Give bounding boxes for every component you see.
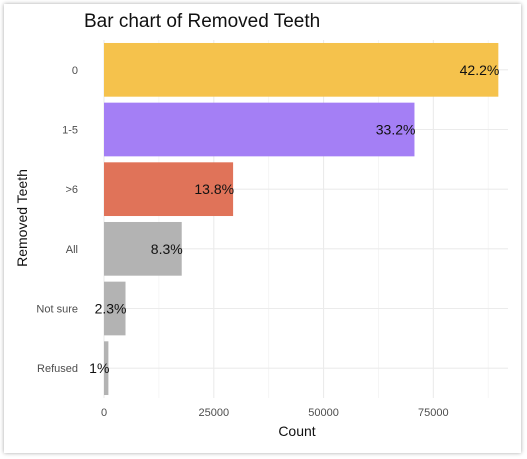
chart-title: Bar chart of Removed Teeth	[84, 11, 320, 32]
x-tick-label: 25000	[198, 407, 229, 419]
x-tick-label: 75000	[418, 407, 449, 419]
bar-data-label: 13.8%	[194, 181, 234, 197]
bar	[104, 221, 182, 276]
category-tick-label: 1-5	[62, 125, 78, 137]
bar	[104, 341, 109, 396]
bar	[104, 42, 499, 97]
category-tick-label: Refused	[37, 363, 78, 375]
category-tick-label: Not sure	[36, 304, 78, 316]
category-tick-label: >6	[65, 184, 78, 196]
y-axis-title: Removed Teeth	[14, 169, 30, 267]
bar-data-label: 8.3%	[151, 241, 183, 257]
category-tick-label: 0	[72, 65, 78, 77]
bar	[104, 102, 415, 157]
x-tick-labels: 0 25000 50000 75000	[101, 407, 449, 419]
x-tick-label: 50000	[308, 407, 339, 419]
bar	[104, 281, 126, 336]
x-axis-title: Count	[278, 423, 315, 439]
bar	[104, 162, 234, 217]
bar-data-label: 33.2%	[376, 122, 416, 138]
bar-data-labels: 42.2% 33.2% 13.8% 8.3% 2.3% 1%	[89, 62, 499, 376]
bar-data-label: 2.3%	[95, 301, 127, 317]
bar-data-label: 42.2%	[460, 62, 500, 78]
bars	[104, 42, 499, 396]
category-tick-labels: 0 1-5 >6 All Not sure Refused	[36, 65, 78, 375]
category-tick-label: All	[66, 244, 78, 256]
bar-data-label: 1%	[89, 360, 109, 376]
x-tick-label: 0	[101, 407, 107, 419]
